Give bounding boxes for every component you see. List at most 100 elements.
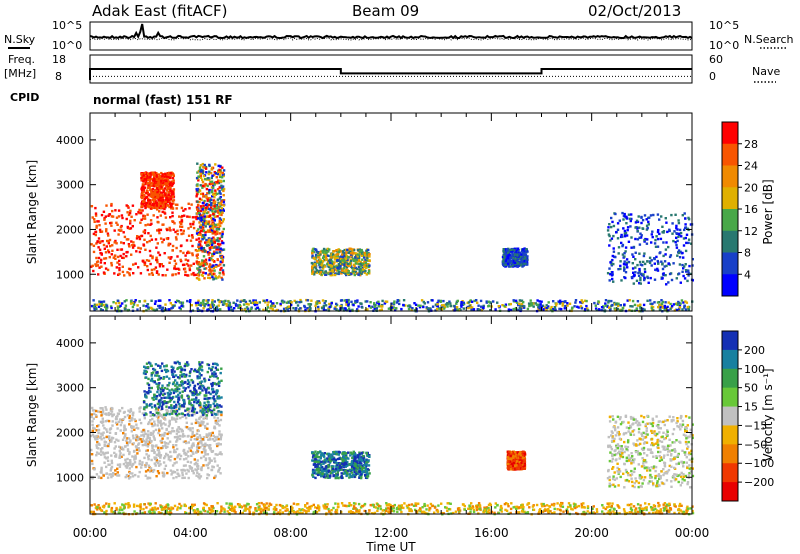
scatter-cell [136,304,139,307]
scatter-cell [171,195,175,198]
scatter-cell [177,267,180,270]
scatter-cell [196,184,199,187]
scatter-cell [114,417,118,421]
scatter-cell [579,301,582,304]
scatter-cell [188,447,191,450]
scatter-cell [170,409,173,412]
scatter-cell [664,301,667,304]
scatter-cell [147,177,151,180]
scatter-cell [462,301,465,304]
scatter-cell [182,458,186,461]
scatter-cell [634,226,637,229]
scatter-cell [523,253,526,257]
scatter-cell [263,299,266,303]
scatter-cell [312,250,316,254]
scatter-cell [222,174,225,178]
scatter-cell [203,166,206,169]
scatter-cell [319,258,322,261]
scatter-cell [146,213,149,216]
scatter-cell [456,299,459,303]
scatter-cell [683,306,686,309]
scatter-cell [205,171,208,174]
scatter-cell [103,262,106,265]
scatter-cell [482,304,485,308]
scatter-cell [682,301,685,304]
scatter-cell [324,270,327,273]
scatter-cell [205,220,208,223]
scatter-cell [143,263,146,267]
scatter-cell [514,250,517,253]
scatter-cell [311,264,315,268]
scatter-cell [619,264,622,268]
scatter-cell [327,250,330,253]
scatter-cell [165,410,169,413]
scatter-cell [196,162,199,165]
scatter-cell [189,438,193,441]
scatter-cell [296,304,300,307]
scatter-cell [664,217,667,220]
scatter-cell [157,304,160,308]
scatter-cell [155,188,158,192]
scatter-cell [201,238,204,241]
scatter-cell [159,199,162,202]
scatter-cell [211,381,215,385]
scatter-cell [219,438,222,441]
scatter-cell [198,381,202,384]
scatter-cell [107,214,110,217]
scatter-cell [176,417,179,420]
scatter-cell [634,271,637,274]
scatter-cell [218,173,222,177]
scatter-cell [188,300,192,304]
scatter-cell [203,236,206,239]
scatter-cell [552,308,555,311]
colorbar-tick-label: 12 [744,225,758,238]
scatter-cell [110,306,113,310]
scatter-cell [323,258,326,262]
scatter-cell [662,241,665,244]
scatter-cell [96,240,99,244]
scatter-cell [614,212,617,216]
scatter-cell [511,252,514,255]
scatter-cell [106,239,109,243]
scatter-cell [239,300,242,303]
scatter-cell [174,300,177,304]
scatter-cell [155,196,159,199]
scatter-cell [157,195,160,198]
scatter-cell [160,441,163,444]
scatter-cell [197,179,200,182]
scatter-cell [164,200,167,204]
scatter-cell [313,265,316,269]
scatter-cell [130,215,133,218]
scatter-cell [381,305,384,308]
scatter-cell [174,236,178,239]
scatter-cell [648,216,651,219]
scatter-cell [213,435,217,439]
scatter-cell [172,173,175,176]
scatter-cell [149,431,153,435]
scatter-cell [679,302,682,305]
scatter-cell [606,305,609,308]
scatter-cell [182,398,185,402]
scatter-cell [220,221,223,225]
scatter-cell [218,202,221,205]
scatter-cell [166,178,170,181]
scatter-cell [369,306,373,309]
scatter-cell [350,272,353,276]
scatter-cell [340,257,343,261]
scatter-cell [642,254,646,258]
scatter-cell [170,416,174,419]
scatter-cell [131,463,134,466]
scatter-cell [135,438,138,442]
scatter-cell [107,251,111,254]
scatter-cell [314,256,317,259]
scatter-cell [219,192,222,195]
scatter-cell [220,176,224,179]
scatter-cell [216,422,219,426]
scatter-cell [118,463,122,466]
scatter-cell [214,210,217,213]
scatter-cell [636,300,640,303]
scatter-cell [668,255,672,259]
scatter-cell [130,426,134,429]
scatter-cell [170,455,173,458]
scatter-cell [219,308,222,311]
